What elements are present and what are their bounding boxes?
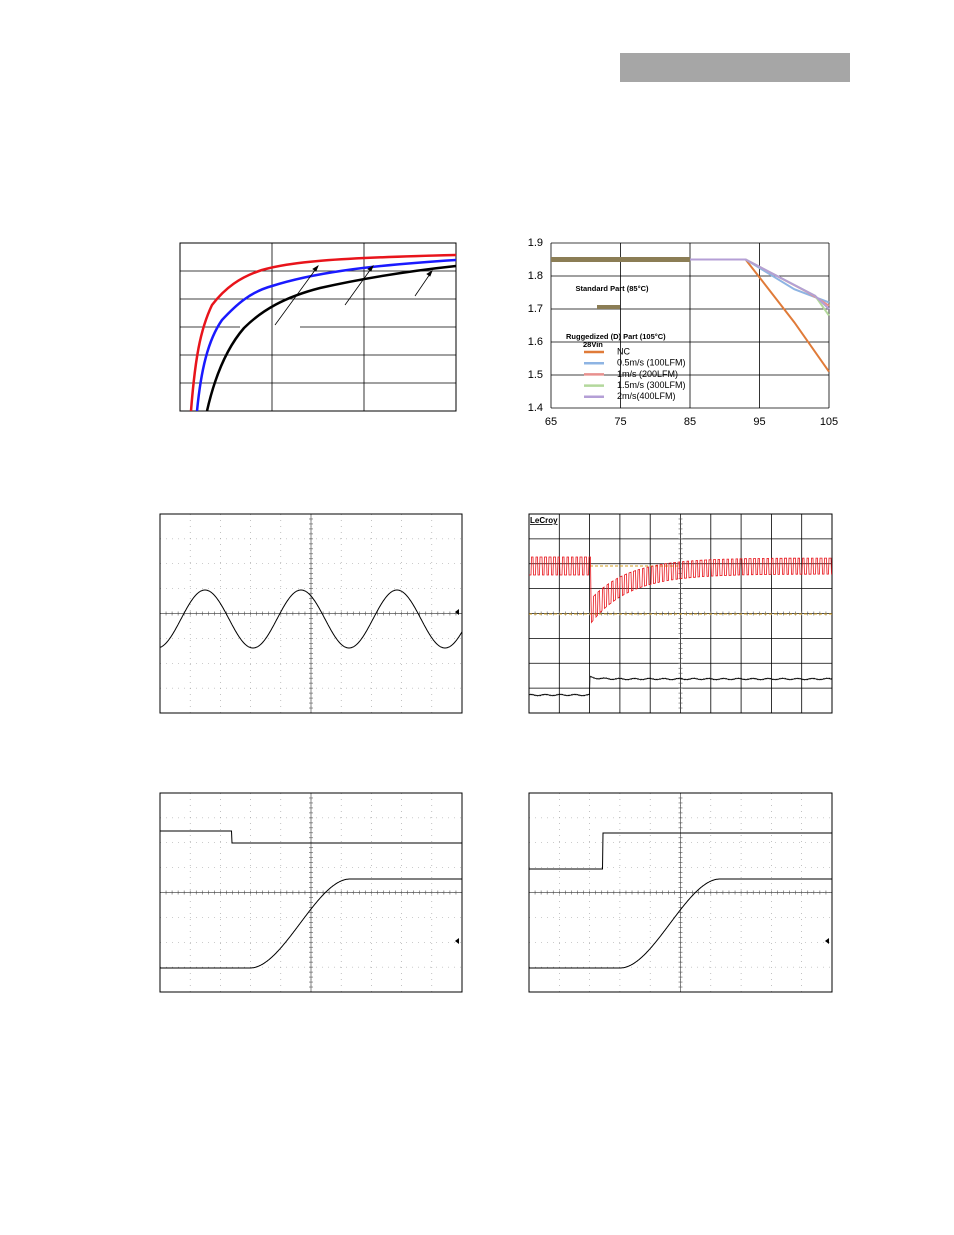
scope-marker [455,938,459,944]
waveform [160,830,462,844]
scope-captures: LeCroy [159,513,833,993]
derating-chart: 1.9 1.8 1.7 1.6 1.5 1.465 75 85 95 105 Ruggedized … [528,237,838,428]
arrow [344,265,374,306]
grid [180,243,456,411]
waveform [160,878,462,969]
scope-frame [528,792,833,993]
y-tick-label: 1.9 [528,237,543,249]
y-tick-label: 1.4 [528,402,543,414]
y-tick-label: 1.6 [528,336,543,348]
annotation: 28Vin [583,340,603,349]
scope-screen: LeCroy [528,513,833,714]
legend-label: 1.5m/s (300LFM) [617,380,686,390]
efficiency-chart [179,242,457,412]
curve-black [205,264,457,412]
scope-screen [159,513,463,714]
x-tick-label: 75 [614,416,626,428]
waveform [159,589,463,649]
arrow-head [367,265,374,272]
arrow [274,265,319,326]
scope-screen [528,792,833,993]
scope-marker [825,938,829,944]
legend-label: NC [617,346,630,356]
x-tick-label: 85 [684,416,696,428]
legend-label: Standard Part (85°C) [575,284,649,293]
legend-label: 1m/s (200LFM) [617,369,678,379]
arrows [274,265,433,326]
curve-blue [195,258,457,412]
legend-label: 2m/s(400LFM) [617,391,676,401]
annotation: Ruggedized (D) Part (105°C) [566,332,666,341]
waveform [529,832,832,870]
x-tick-label: 95 [753,416,765,428]
arrow-head [312,265,319,272]
x-tick-label: 65 [545,416,557,428]
waveform [528,674,833,697]
scope-marker [455,609,459,615]
waveform [529,878,832,969]
header-bar [620,53,850,82]
scope-screen [159,792,463,993]
legend-label: 0.5m/s (100LFM) [617,358,686,368]
y-tick-label: 1.8 [528,270,543,282]
waveform [529,556,832,624]
scope-frame [159,792,463,993]
scope-frame [159,513,463,714]
y-tick-label: 1.5 [528,369,543,381]
y-tick-label: 1.7 [528,303,543,315]
arrow-head [426,270,433,277]
x-tick-label: 105 [820,416,838,428]
scope-label: LeCroy [530,516,558,525]
curve-red [189,253,457,412]
